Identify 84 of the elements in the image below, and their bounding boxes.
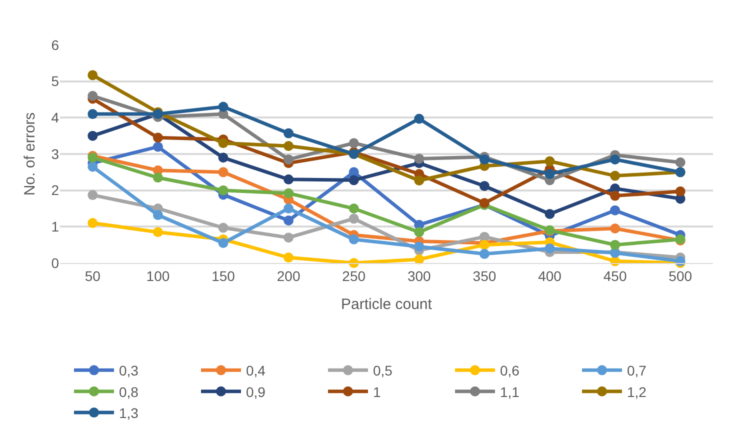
point: [218, 238, 228, 248]
point: [610, 190, 620, 201]
x-tick-label: 500: [668, 268, 692, 284]
y-tick-label: 6: [51, 36, 60, 53]
point: [152, 132, 163, 143]
legend-label: 1,1: [500, 384, 520, 400]
point: [152, 210, 163, 220]
point: [88, 90, 98, 101]
legend-label: 1: [373, 384, 381, 400]
point: [284, 204, 294, 214]
point: [414, 242, 424, 252]
point: [218, 152, 228, 163]
point: [348, 204, 359, 214]
point: [218, 167, 228, 178]
legend-label: 0,4: [246, 362, 266, 379]
point: [675, 157, 686, 168]
point: [610, 205, 620, 216]
x-tick-label: 250: [342, 268, 366, 284]
legend-label: 1,2: [627, 384, 647, 400]
point: [348, 138, 359, 148]
point: [218, 138, 228, 148]
point: [610, 240, 620, 250]
point: [152, 142, 163, 152]
point: [284, 174, 294, 184]
legend-label: 0,7: [627, 362, 647, 379]
legend-label: 0,3: [119, 362, 139, 379]
point: [88, 70, 98, 80]
point: [88, 190, 98, 200]
point: [218, 222, 228, 233]
point: [218, 102, 228, 112]
point: [284, 141, 294, 152]
point: [610, 170, 620, 181]
y-tick-label: 0: [51, 254, 60, 271]
y-tick-label: 1: [51, 218, 60, 235]
point: [479, 248, 490, 259]
x-tick-label: 450: [603, 268, 627, 284]
y-tick-label: 3: [51, 146, 60, 162]
point: [88, 109, 98, 120]
legend-label: 0,8: [119, 384, 139, 400]
x-tick-label: 100: [146, 268, 170, 284]
point: [284, 128, 294, 138]
point: [152, 227, 163, 238]
point: [610, 223, 620, 234]
x-tick-label: 150: [212, 268, 236, 284]
x-tick-label: 350: [472, 268, 496, 284]
point: [675, 186, 686, 196]
point: [284, 232, 294, 243]
y-tick-label: 4: [51, 110, 60, 126]
x-tick-label: 300: [407, 268, 432, 284]
point: [284, 252, 294, 263]
point: [348, 234, 359, 244]
y-tick-label: 2: [51, 182, 60, 198]
point: [544, 208, 555, 219]
legend-label: 1,3: [119, 405, 139, 422]
point: [152, 172, 163, 183]
point: [479, 154, 490, 164]
x-tick-label: 400: [538, 268, 562, 284]
legend-label: 0,5: [373, 362, 393, 379]
point: [414, 176, 424, 186]
y-tick-label: 5: [51, 73, 60, 90]
point: [284, 215, 294, 226]
x-tick-label: 50: [84, 268, 101, 284]
point: [544, 243, 555, 254]
point: [544, 168, 555, 179]
x-axis-title: Particle count: [341, 296, 433, 313]
point: [414, 227, 424, 238]
point: [88, 162, 98, 172]
y-axis-title: No. of errors: [21, 112, 38, 196]
x-tick-label: 200: [276, 268, 300, 284]
legend-label: 0,6: [500, 362, 520, 379]
point: [88, 130, 98, 141]
point: [544, 156, 555, 166]
point: [284, 188, 294, 198]
legend-label: 0,9: [246, 384, 266, 400]
point: [610, 154, 620, 164]
point: [414, 154, 424, 164]
point: [284, 154, 294, 164]
point: [348, 214, 359, 224]
point: [88, 218, 98, 228]
point: [479, 180, 490, 191]
point: [218, 185, 228, 196]
point: [414, 114, 424, 124]
point: [414, 254, 424, 264]
point: [348, 175, 359, 186]
